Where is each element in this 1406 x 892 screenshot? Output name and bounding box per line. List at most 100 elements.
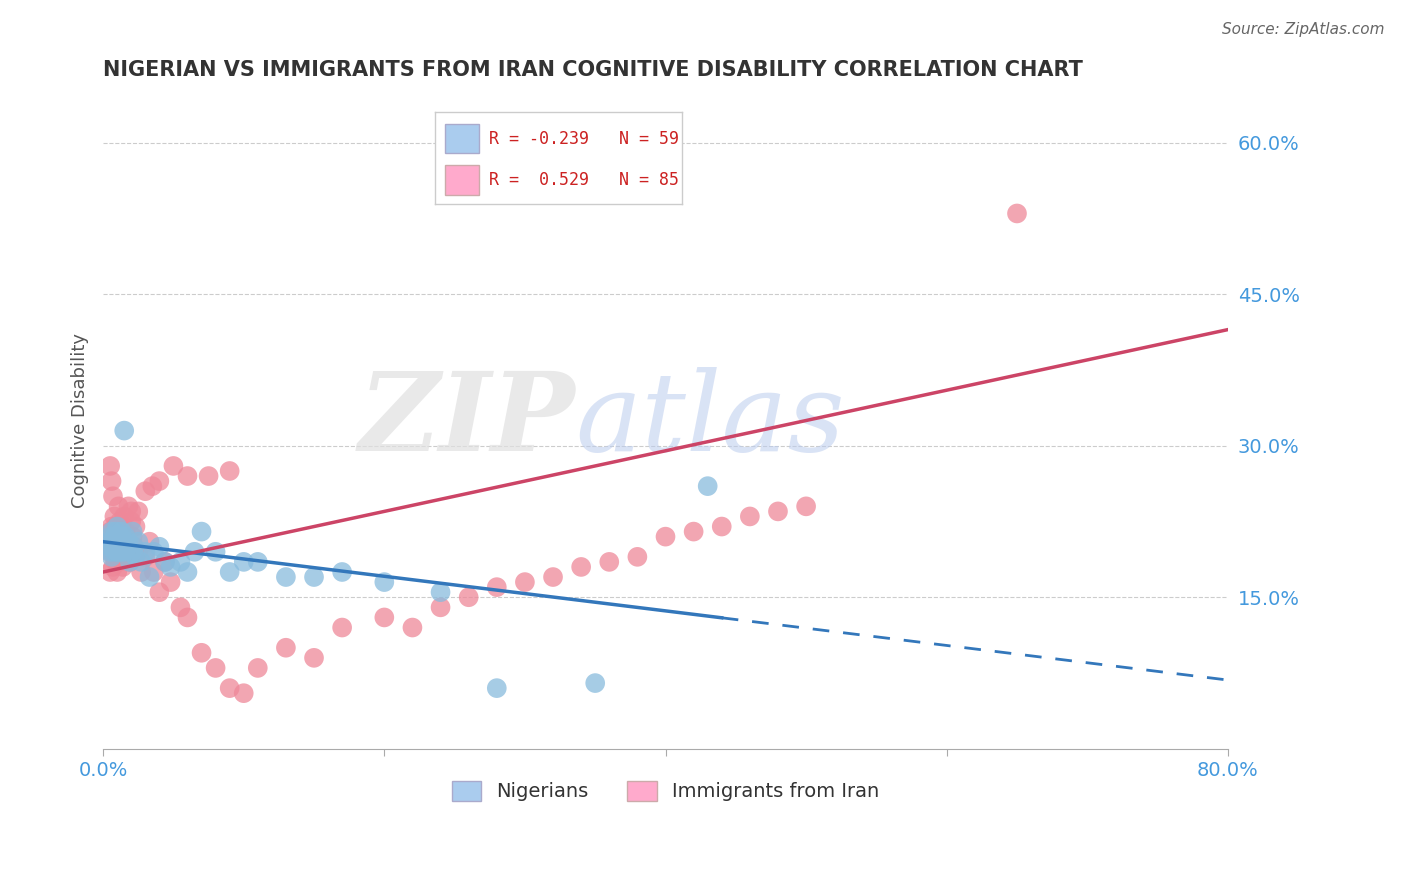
Point xyxy=(120,515,142,529)
Point xyxy=(274,570,297,584)
Point xyxy=(176,565,198,579)
Point xyxy=(105,534,128,549)
Point xyxy=(696,479,718,493)
Point xyxy=(148,474,170,488)
Point xyxy=(100,524,122,539)
Text: NIGERIAN VS IMMIGRANTS FROM IRAN COGNITIVE DISABILITY CORRELATION CHART: NIGERIAN VS IMMIGRANTS FROM IRAN COGNITI… xyxy=(103,60,1083,79)
Point xyxy=(654,530,676,544)
Point xyxy=(104,519,127,533)
Point xyxy=(98,540,121,554)
Point xyxy=(120,504,142,518)
Point xyxy=(148,540,170,554)
Point xyxy=(429,585,451,599)
Point xyxy=(457,591,479,605)
Point xyxy=(111,534,134,549)
Point xyxy=(373,610,395,624)
Point xyxy=(105,545,128,559)
Point xyxy=(118,555,141,569)
Point xyxy=(110,540,132,554)
Point xyxy=(122,540,145,554)
Point xyxy=(330,621,353,635)
Point xyxy=(738,509,761,524)
Point xyxy=(98,565,121,579)
Point xyxy=(129,555,152,569)
Point xyxy=(124,519,146,533)
Point xyxy=(124,549,146,564)
Point xyxy=(121,530,143,544)
Point xyxy=(204,545,226,559)
Point xyxy=(101,534,124,549)
Point xyxy=(105,519,128,533)
Point xyxy=(110,519,132,533)
Point xyxy=(107,545,129,559)
Point xyxy=(138,570,160,584)
Point xyxy=(232,686,254,700)
Point xyxy=(1005,206,1028,220)
Point xyxy=(485,580,508,594)
Text: atlas: atlas xyxy=(575,367,845,475)
Point xyxy=(103,545,125,559)
Point xyxy=(302,650,325,665)
Point xyxy=(121,524,143,539)
Point xyxy=(302,570,325,584)
Point xyxy=(104,540,127,554)
Point xyxy=(110,545,132,559)
Point xyxy=(122,540,145,554)
Point xyxy=(138,534,160,549)
Point xyxy=(169,600,191,615)
Point xyxy=(98,545,121,559)
Point xyxy=(101,534,124,549)
Point xyxy=(110,524,132,539)
Point xyxy=(682,524,704,539)
Point xyxy=(583,676,606,690)
Point xyxy=(232,555,254,569)
Point xyxy=(118,555,141,569)
Point xyxy=(105,540,128,554)
Text: ZIP: ZIP xyxy=(359,367,575,475)
Point xyxy=(98,530,121,544)
Point xyxy=(103,530,125,544)
Point xyxy=(112,545,135,559)
Point xyxy=(127,545,149,559)
Point xyxy=(120,545,142,559)
Point xyxy=(105,524,128,539)
Point xyxy=(105,545,128,559)
Point xyxy=(159,575,181,590)
Point xyxy=(159,560,181,574)
Point xyxy=(108,534,131,549)
Point xyxy=(153,555,176,569)
Point xyxy=(97,534,120,549)
Point xyxy=(103,509,125,524)
Text: Source: ZipAtlas.com: Source: ZipAtlas.com xyxy=(1222,22,1385,37)
Point xyxy=(485,681,508,695)
Point xyxy=(117,534,139,549)
Point xyxy=(107,534,129,549)
Point xyxy=(218,565,240,579)
Point xyxy=(134,545,156,559)
Point xyxy=(176,469,198,483)
Point xyxy=(105,534,128,549)
Point xyxy=(108,515,131,529)
Point xyxy=(115,545,138,559)
Point xyxy=(101,560,124,574)
Point xyxy=(127,534,149,549)
Point xyxy=(108,540,131,554)
Point xyxy=(134,549,156,564)
Point xyxy=(107,500,129,514)
Point xyxy=(103,530,125,544)
Point xyxy=(204,661,226,675)
Point xyxy=(101,540,124,554)
Point xyxy=(183,545,205,559)
Point xyxy=(98,540,121,554)
Point xyxy=(112,540,135,554)
Point xyxy=(129,565,152,579)
Point xyxy=(218,681,240,695)
Point xyxy=(153,555,176,569)
Point xyxy=(104,540,127,554)
Point xyxy=(103,545,125,559)
Point xyxy=(111,560,134,574)
Point xyxy=(107,555,129,569)
Point xyxy=(190,646,212,660)
Point xyxy=(330,565,353,579)
Point xyxy=(105,519,128,533)
